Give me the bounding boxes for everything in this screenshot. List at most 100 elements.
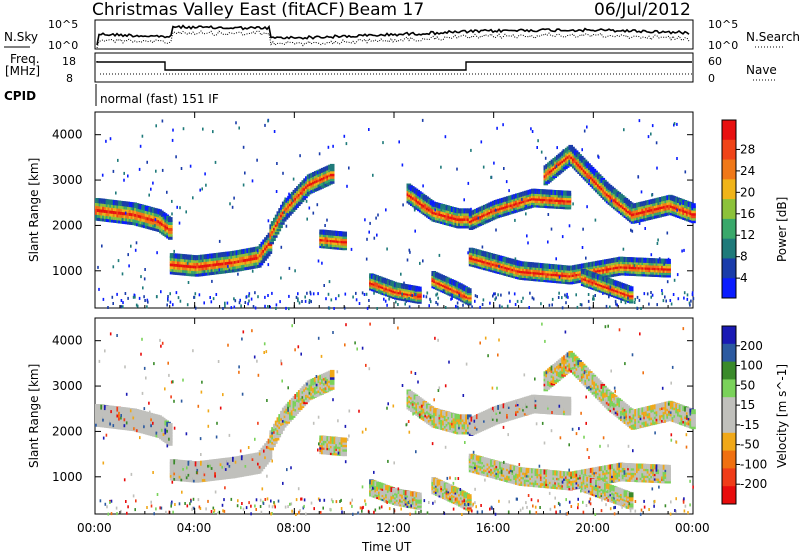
power-speckle: [395, 300, 397, 304]
power-speckle: [142, 286, 144, 290]
power-speckle: [436, 292, 439, 296]
power-speckle: [267, 119, 269, 123]
power-speckle: [202, 127, 204, 131]
power-speckle: [283, 210, 285, 214]
power-speckle: [565, 295, 568, 299]
power-speckle: [421, 118, 424, 122]
power-speckle: [212, 297, 215, 301]
power-speckle: [648, 302, 650, 306]
power-speckle: [494, 292, 496, 296]
power-speckle: [139, 144, 142, 148]
power-speckle: [278, 223, 281, 226]
power-speckle: [376, 233, 378, 237]
power-speckle: [180, 167, 183, 170]
power-speckle: [633, 264, 636, 268]
power-speckle: [669, 299, 672, 302]
power-cell: [168, 220, 173, 225]
power-speckle: [494, 208, 497, 212]
power-cell: [691, 203, 696, 209]
velocity-cell: [267, 452, 273, 458]
power-speckle: [691, 206, 693, 210]
power-speckle: [335, 297, 337, 301]
power-cell: [168, 225, 173, 231]
power-speckle: [609, 285, 612, 289]
power-speckle: [224, 304, 226, 308]
power-speckle: [630, 228, 632, 232]
frequency-panel-frame: [94, 52, 694, 83]
power-speckle: [146, 298, 149, 302]
power-speckle: [251, 269, 254, 273]
power-speckle: [567, 295, 569, 299]
power-speckle: [348, 166, 350, 170]
power-speckle: [120, 305, 122, 309]
power-speckle: [405, 299, 408, 303]
power-speckle: [361, 291, 364, 295]
power-speckle: [482, 298, 485, 302]
power-cell: [417, 286, 422, 292]
power-speckle: [429, 297, 431, 301]
power-speckle: [572, 202, 574, 206]
power-speckle: [683, 248, 685, 252]
power-speckle: [317, 292, 319, 296]
power-speckle: [479, 305, 481, 309]
power-speckle: [198, 293, 201, 297]
power-speckle: [256, 249, 259, 253]
power-speckle: [476, 295, 478, 299]
power-speckle: [144, 299, 146, 302]
power-speckle: [122, 301, 124, 305]
noise-sky-line: [96, 24, 690, 46]
power-speckle: [304, 295, 306, 299]
power-speckle: [383, 297, 385, 301]
power-speckle: [275, 307, 277, 310]
power-speckle: [456, 305, 459, 309]
power-speckle: [474, 299, 476, 303]
power-speckle: [285, 224, 288, 228]
power-speckle: [426, 291, 429, 295]
power-speckle: [529, 276, 532, 280]
power-speckle: [496, 126, 498, 130]
power-speckle: [622, 247, 625, 251]
power-speckle: [537, 139, 539, 143]
power-speckle: [637, 175, 639, 179]
power-speckle: [466, 299, 469, 303]
power-speckle: [297, 292, 299, 296]
power-speckle: [186, 303, 189, 307]
power-speckle: [373, 236, 376, 240]
colorbar-tick-label: 8: [740, 250, 748, 264]
power-speckle: [415, 292, 417, 296]
power-speckle: [316, 171, 319, 174]
power-speckle: [676, 157, 678, 160]
power-speckle: [583, 129, 586, 133]
power-speckle: [467, 181, 470, 185]
power-speckle: [112, 265, 115, 269]
power-speckle: [172, 303, 174, 307]
nave-label: Nave: [746, 63, 777, 77]
power-speckle: [152, 181, 154, 185]
power-speckle: [494, 297, 496, 301]
power-speckle: [141, 134, 144, 138]
beam-label: Beam 17: [348, 0, 424, 20]
velocity-cell: [168, 434, 173, 440]
power-speckle: [115, 191, 117, 195]
power-speckle: [440, 165, 442, 169]
power-speckle: [520, 300, 523, 303]
power-speckle: [295, 295, 298, 299]
power-speckle: [385, 208, 387, 212]
power-speckle: [605, 304, 608, 308]
power-speckle: [233, 196, 235, 200]
power-speckle: [547, 213, 550, 216]
power-speckle: [267, 263, 270, 267]
power-speckle: [161, 168, 164, 172]
power-speckle: [242, 183, 245, 187]
power-speckle: [470, 207, 472, 211]
power-speckle: [167, 295, 169, 298]
power-speckle: [650, 132, 652, 136]
power-speckle: [375, 216, 377, 220]
power-speckle: [123, 178, 125, 182]
power-speckle: [270, 221, 273, 225]
power-speckle: [166, 303, 168, 307]
power-speckle: [215, 293, 218, 296]
power-speckle: [222, 307, 224, 310]
power-speckle: [677, 297, 680, 301]
